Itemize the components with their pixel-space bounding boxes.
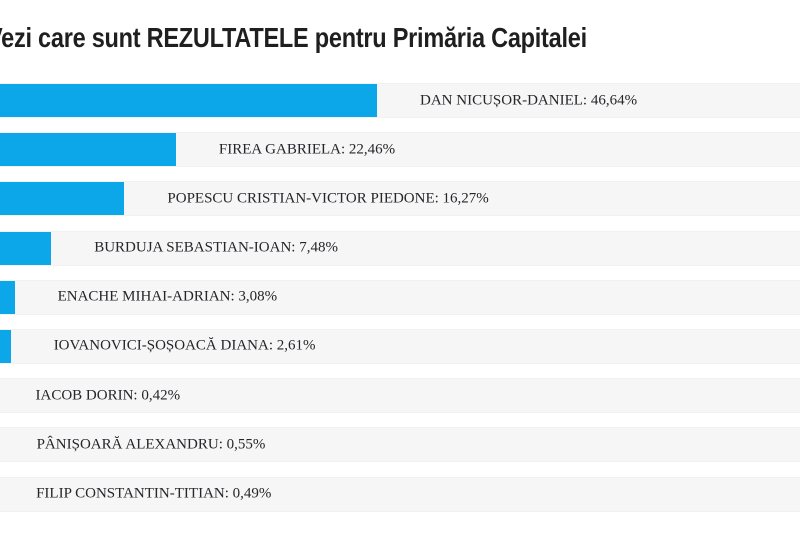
result-label: BURDUJA SEBASTIAN-IOAN: 7,48% [94, 239, 338, 256]
result-bar [0, 182, 125, 216]
result-label: IOVANOVICI-ȘOȘOACĂ DIANA: 2,61% [53, 337, 316, 354]
result-label: ENACHE MIHAI-ADRIAN: 3,08% [57, 288, 278, 305]
result-row: PÂNIȘOARĂ ALEXANDRU: 0,55% [0, 427, 800, 463]
result-label: DAN NICUȘOR-DANIEL: 46,64% [420, 92, 638, 108]
page-title: Vezi care sunt REZULTATELE pentru Primăr… [0, 22, 587, 53]
result-row: FIREA GABRIELA: 22,46% [0, 132, 800, 168]
result-label: IACOB DORIN: 0,42% [35, 387, 181, 404]
result-label: PÂNIȘOARĂ ALEXANDRU: 0,55% [36, 436, 266, 453]
result-bar [0, 84, 377, 117]
result-label: POPESCU CRISTIAN-VICTOR PIEDONE: 16,27% [167, 190, 489, 207]
result-row: FILIP CONSTANTIN-TITIAN: 0,49% [0, 476, 800, 512]
result-row: POPESCU CRISTIAN-VICTOR PIEDONE: 16,27% [0, 181, 800, 217]
result-row: ENACHE MIHAI-ADRIAN: 3,08% [0, 279, 800, 315]
result-bar [0, 133, 176, 167]
result-bar [0, 280, 15, 314]
result-row: IACOB DORIN: 0,42% [0, 378, 800, 414]
result-label: FIREA GABRIELA: 22,46% [218, 141, 396, 158]
result-row: DAN NICUȘOR-DANIEL: 46,64% [0, 83, 800, 118]
result-bar [0, 329, 11, 363]
bar-chart: DAN NICUȘOR-DANIEL: 46,64% FIREA GABRIEL… [0, 83, 800, 526]
result-row: BURDUJA SEBASTIAN-IOAN: 7,48% [0, 230, 800, 266]
result-label: FILIP CONSTANTIN-TITIAN: 0,49% [36, 485, 272, 502]
result-row: IOVANOVICI-ȘOȘOACĂ DIANA: 2,61% [0, 328, 800, 364]
result-bar [0, 231, 52, 265]
